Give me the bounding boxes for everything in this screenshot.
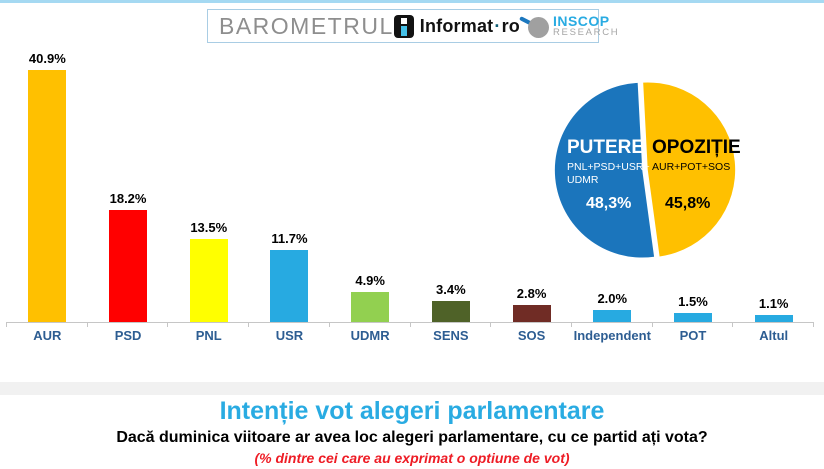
bar-independent [593,310,632,322]
bar-value-label-udmr: 4.9% [355,273,385,288]
bar-value-label-aur: 40.9% [28,51,66,66]
chart-note: (% dintre cei care au exprimat o optiune… [254,450,570,466]
x-axis-tick [732,322,734,327]
x-axis-tick [490,322,492,327]
bar-udmr [351,292,390,322]
x-axis-label-independent: Independent [573,328,651,343]
bar-columns: 40.9% 18.2% 13.5% 11.7% 4.9% 3.4% 2.8% 2.0% 1.5%… [7,51,814,322]
x-axis-label-usr: USR [275,328,304,343]
bar-column-pnl: 13.5% [168,220,249,322]
inscop-logo-text: INSCOP RESEARCH [552,12,620,39]
pie-label-putere: PUTERE PNL+PSD+USR+ UDMR 48,3% [567,138,655,213]
informat-name: Informat [419,15,494,36]
bar-value-label-independent: 2.0% [597,291,628,306]
inscop-logo: INSCOP RESEARCH [519,12,620,39]
bar-usr [270,250,309,322]
x-axis-tick [651,322,653,327]
informat-logo-text: Informat·ro [420,16,520,37]
x-axis-label-altul: Altul [759,328,789,343]
bar-value-label-pnl: 13.5% [190,220,228,235]
x-axis-tick [167,322,169,327]
x-axis-tick [328,322,330,327]
bar-value-label-usr: 11.7% [271,231,308,246]
pie-slice-putere [554,82,655,258]
inscop-circle [527,16,549,38]
informat-i-dot [400,17,407,24]
informat-tld: ro [501,15,520,36]
putere-title: PUTERE [567,137,645,158]
inscop-name: INSCOP [552,12,610,29]
informat-logo: Informat·ro [393,14,520,38]
x-axis-tick [248,322,250,327]
bar-column-independent: 2.0% [572,291,653,322]
x-axis-label-aur: AUR [33,328,62,343]
inscop-research-label: RESEARCH [552,27,620,39]
bar-value-label-pot: 1.5% [678,294,708,309]
bar-psd [109,210,148,322]
x-axis-tick [409,322,411,327]
bar-column-psd: 18.2% [88,191,169,322]
opozitie-parties: AUR+POT+SOS [652,161,731,173]
bar-sens [431,301,470,322]
x-axis-label-sens: SENS [433,328,469,343]
putere-percent: 48,3% [586,195,632,213]
putere-parties: PNL+PSD+USR+ UDMR [567,161,650,186]
opozitie-title: OPOZIȚIE [652,137,741,158]
pie-svg [554,82,736,258]
x-axis-label-pnl: PNL [195,328,222,343]
x-axis-tick [570,322,572,327]
bar-column-aur: 40.9% [7,51,88,322]
bar-sos [512,305,551,322]
bar-column-pot: 1.5% [653,294,734,322]
divider-band [0,382,824,395]
bar-value-label-sens: 3.4% [436,282,466,297]
chart-title: Intenție vot alegeri parlamentare [219,397,605,425]
informat-separator-dot: · [494,15,501,36]
x-axis-tick [6,322,7,327]
bar-value-label-psd: 18.2% [109,191,147,206]
pie-label-opozitie: OPOZIȚIE AUR+POT+SOS 45,8% [652,138,744,213]
pie-slice-opoziie [643,82,736,257]
opozitie-percent: 45,8% [665,194,711,212]
bar-aur [28,70,67,322]
x-axis-label-sos: SOS [517,328,546,343]
bar-column-sos: 2.8% [491,286,572,322]
informat-i-stem [400,25,407,36]
x-axis-tick [813,322,814,327]
x-axis-tick [86,322,88,327]
x-axis-label-udmr: UDMR [350,328,390,343]
bar-column-altul: 1.1% [733,296,814,322]
bar-altul [754,315,793,322]
x-axis-labels: AUR PSD PNL USR UDMR SENS SOS Independent POT Alt… [7,328,814,343]
bar-column-udmr: 4.9% [330,273,411,322]
top-accent-line [0,0,824,3]
bar-chart-plot: 40.9% 18.2% 13.5% 11.7% 4.9% 3.4% 2.8% 2.0% 1.5%… [6,51,814,327]
x-axis-label-pot: POT [679,328,707,343]
x-axis-label-psd: PSD [114,328,142,343]
bar-value-label-altul: 1.1% [758,296,789,311]
chart-question: Dacă duminica viitoare ar avea loc alege… [116,429,708,446]
bar-column-usr: 11.7% [249,231,330,322]
header-logo-bar: BAROMETRUL Informat·ro INSCOP RESEARCH [207,9,618,43]
barometrul-logo-text: BAROMETRUL [219,12,394,39]
bar-pot [673,313,712,322]
informat-i-icon [393,14,414,38]
bar-value-label-sos: 2.8% [516,286,547,301]
coalition-pie-chart: PUTERE PNL+PSD+USR+ UDMR 48,3% OPOZIȚIE … [553,78,741,262]
bar-column-sens: 3.4% [411,282,492,322]
inscop-compass-icon [519,14,551,39]
bar-pnl [189,239,228,322]
